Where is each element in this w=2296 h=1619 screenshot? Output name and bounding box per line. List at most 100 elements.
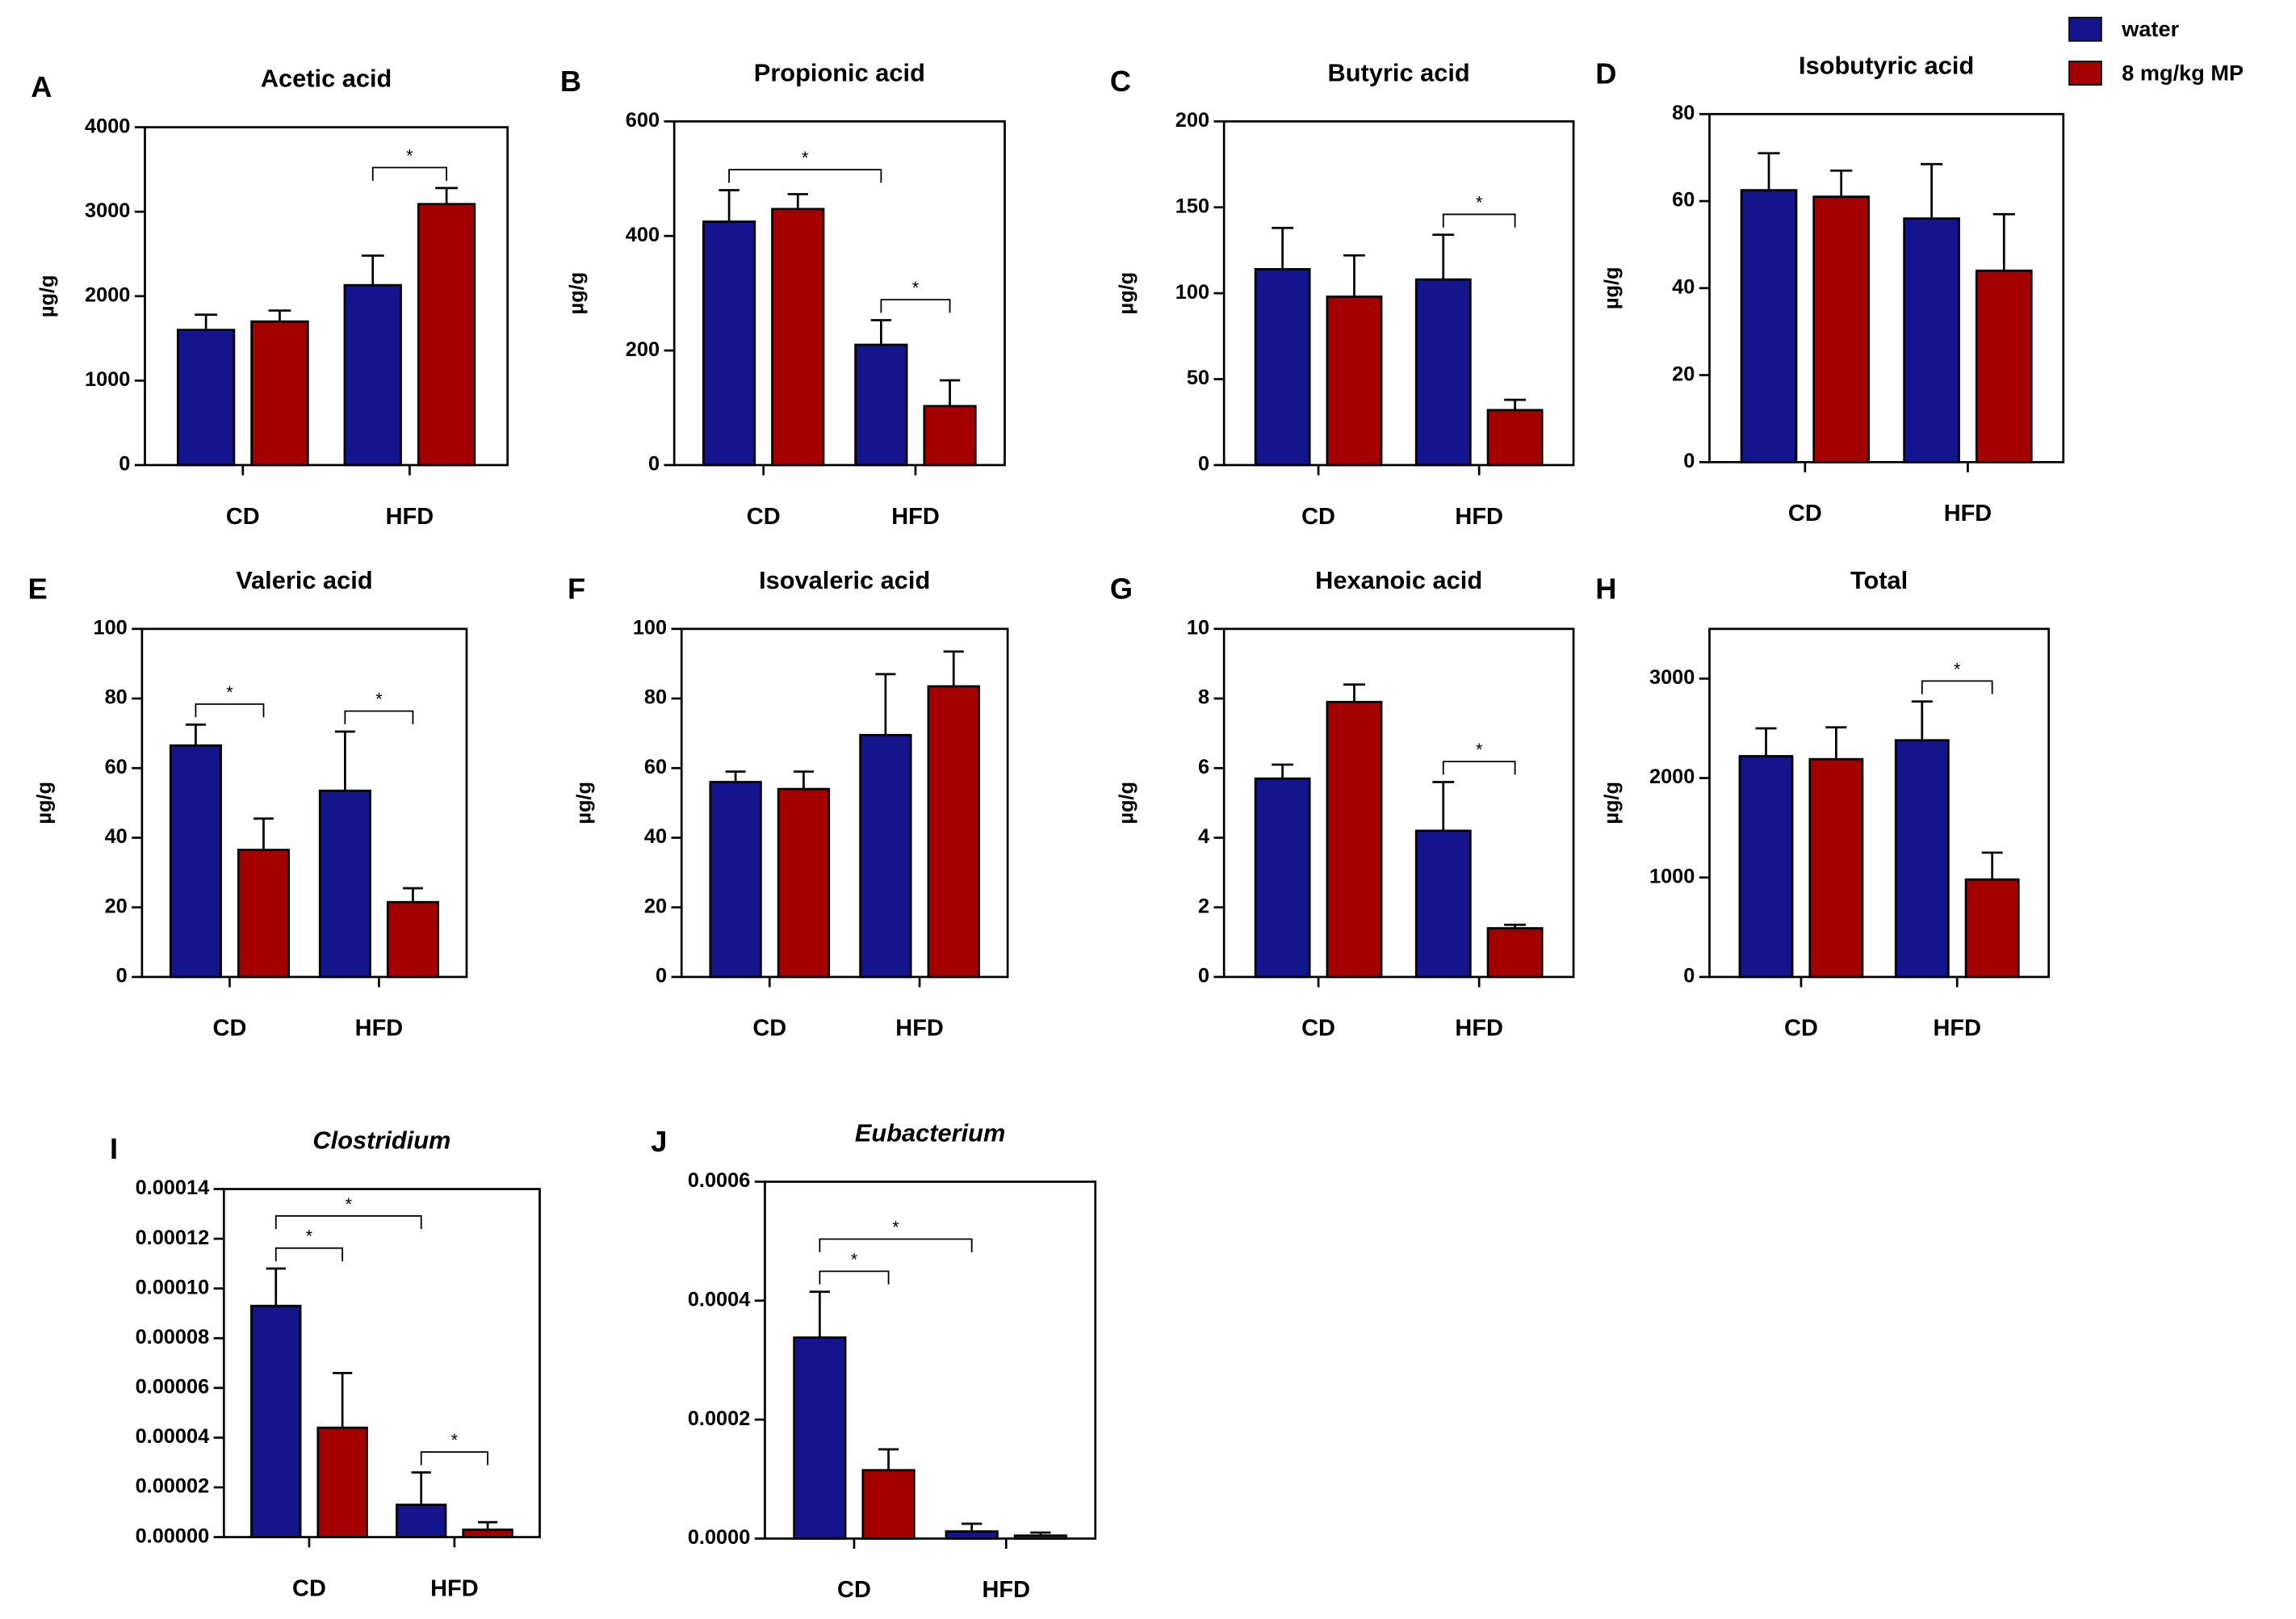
panel-letter: J: [651, 1125, 667, 1158]
bar: [1486, 927, 1544, 979]
y-tick-label: 40: [644, 825, 667, 848]
significance-bracket: [1442, 761, 1516, 775]
error-bar: [870, 319, 892, 345]
y-tick-label: 0.00000: [136, 1525, 210, 1547]
bar: [709, 781, 762, 979]
bar: [861, 1469, 915, 1540]
y-tick-label: 3000: [85, 199, 130, 222]
bar: [1486, 409, 1544, 467]
y-axis-label: µg/g: [1601, 782, 1624, 824]
significance-label: *: [912, 278, 920, 298]
y-tick-label: 0: [1683, 965, 1695, 988]
error-bar: [1030, 1531, 1051, 1536]
panel-letter: C: [1110, 65, 1131, 98]
x-tick-label: CD: [1788, 501, 1822, 526]
error-bar: [334, 730, 355, 791]
bar: [462, 1528, 513, 1538]
y-tick-label: 100: [1175, 281, 1209, 304]
significance-bracket: [371, 166, 447, 181]
y-tick-label: 0.0000: [688, 1526, 751, 1549]
bar: [777, 787, 831, 979]
significance-label: *: [406, 146, 413, 166]
error-bar: [725, 770, 746, 782]
x-tick-label: HFD: [1944, 501, 1992, 526]
bar: [859, 733, 912, 979]
bar: [396, 1504, 447, 1538]
plot-frame: [680, 627, 1009, 979]
significance-bracket: [1921, 680, 1993, 694]
error-bar: [1504, 923, 1527, 929]
y-tick-label: 20: [105, 895, 128, 917]
y-tick-label: 0.00012: [136, 1227, 210, 1249]
significance-bracket: [819, 1238, 973, 1252]
bar: [1414, 829, 1472, 979]
y-tick-label: 0: [119, 453, 130, 476]
y-tick-label: 100: [633, 617, 667, 640]
y-tick-label: 0: [656, 965, 667, 988]
x-tick-label: CD: [292, 1575, 326, 1601]
chart-title: Total: [1850, 566, 1908, 594]
y-tick-label: 0: [1683, 450, 1695, 472]
y-tick-label: 2000: [1649, 765, 1695, 788]
plot-frame: [1708, 112, 2065, 463]
x-tick-label: CD: [1301, 504, 1335, 530]
panel-letter: E: [28, 572, 48, 605]
x-tick-label: CD: [1301, 1016, 1335, 1042]
x-tick-label: HFD: [983, 1577, 1031, 1603]
y-tick-label: 50: [1187, 367, 1209, 389]
bar: [1254, 777, 1311, 979]
plot-frame: [1222, 627, 1575, 979]
significance-bracket: [344, 710, 414, 724]
error-bar: [719, 189, 739, 222]
significance-bracket: [1442, 213, 1516, 228]
x-tick-label: HFD: [1455, 1016, 1503, 1042]
y-tick-label: 80: [1672, 102, 1695, 124]
error-bar: [1921, 162, 1943, 219]
x-tick-label: HFD: [355, 1016, 404, 1042]
bar: [927, 685, 980, 979]
y-tick-label: 1000: [85, 368, 130, 391]
y-tick-label: 150: [1175, 195, 1209, 217]
bar: [1254, 267, 1311, 467]
bar: [417, 203, 476, 467]
plot-frame: [222, 1188, 541, 1538]
significance-bracket: [274, 1247, 344, 1261]
chart-title: Eubacterium: [855, 1119, 1005, 1147]
y-tick-label: 20: [1672, 363, 1695, 385]
x-tick-label: CD: [226, 504, 260, 530]
error-bar: [402, 887, 423, 903]
error-bar: [787, 193, 808, 209]
y-tick-label: 0: [116, 965, 128, 988]
y-axis-label: µg/g: [1601, 267, 1624, 310]
y-tick-label: 4000: [85, 115, 130, 137]
x-tick-label: HFD: [1933, 1016, 1981, 1042]
y-tick-label: 2: [1198, 895, 1209, 917]
x-tick-label: HFD: [386, 504, 434, 530]
error-bar: [411, 1471, 431, 1505]
panel-letter: F: [568, 572, 585, 605]
x-tick-label: HFD: [1455, 504, 1503, 530]
plot-frame: [140, 627, 468, 979]
y-tick-label: 0: [648, 453, 660, 476]
error-bar: [266, 1267, 286, 1307]
y-tick-label: 100: [93, 617, 127, 640]
panel-letter: H: [1595, 572, 1616, 605]
x-tick-label: CD: [747, 504, 781, 530]
bar: [343, 283, 402, 467]
y-tick-label: 6: [1198, 756, 1209, 778]
significance-bracket: [420, 1451, 489, 1466]
chart-title: Acetic acid: [261, 65, 392, 93]
significance-label: *: [1954, 659, 1961, 679]
bar: [250, 320, 309, 467]
bar: [771, 208, 825, 467]
y-tick-label: 60: [105, 756, 128, 778]
y-tick-label: 8: [1198, 686, 1209, 709]
error-bar: [793, 770, 814, 790]
x-tick-label: HFD: [895, 1016, 944, 1042]
plot-frame: [672, 120, 1006, 467]
y-tick-label: 200: [626, 338, 660, 361]
y-tick-label: 40: [1672, 276, 1695, 299]
significance-bracket: [274, 1214, 422, 1230]
bar: [250, 1304, 302, 1538]
bar: [169, 744, 222, 979]
